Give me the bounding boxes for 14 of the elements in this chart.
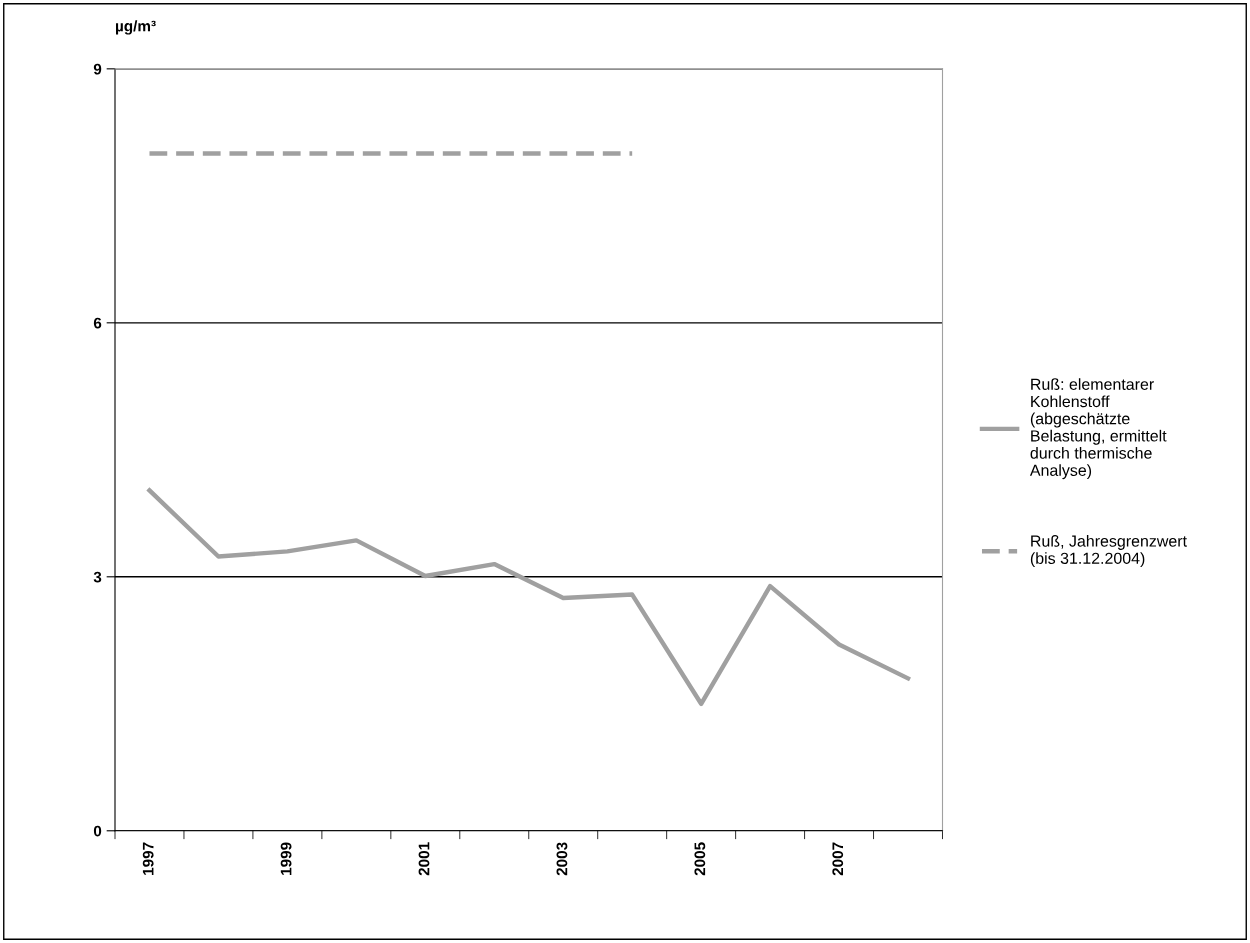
y-tick-label: 6 (93, 317, 102, 329)
x-tick-label: 2001 (418, 842, 430, 876)
x-tick-label: 2005 (694, 842, 706, 876)
x-tick-label: 1999 (280, 842, 292, 875)
y-tick-label: 3 (93, 571, 102, 583)
legend-label: Ruß: elementarer Kohlenstoff (abgeschätzte Belastung, ermittelt durch thermische Analyse) (1029, 378, 1167, 480)
y-axis-title: µg/m³ (116, 20, 156, 35)
x-tick-label: 2003 (556, 842, 568, 876)
x-tick-label: 1997 (142, 842, 154, 875)
legend-label: Ruß, Jahresgrenzwert (bis 31.12.2004) (1030, 535, 1187, 568)
y-tick-label: 0 (93, 825, 102, 837)
y-tick-label: 9 (93, 63, 102, 75)
x-tick-label: 2007 (832, 842, 844, 876)
line-series (147, 488, 911, 707)
